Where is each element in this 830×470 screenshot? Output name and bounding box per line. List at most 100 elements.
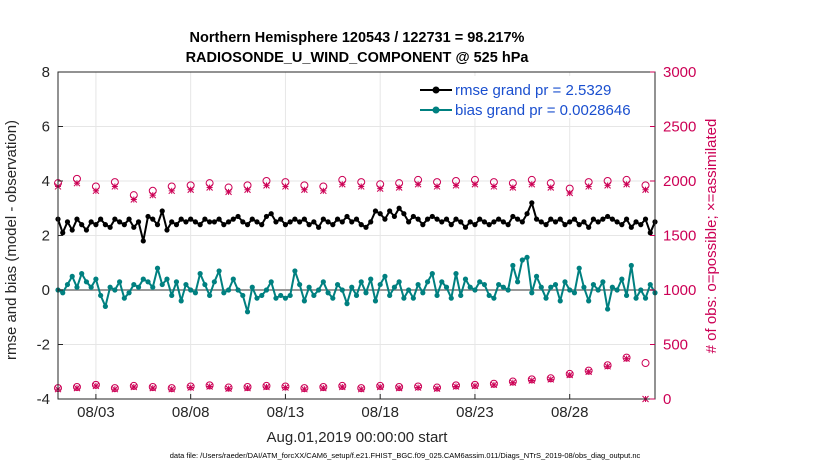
rmse-point bbox=[477, 216, 483, 222]
rmse-point bbox=[391, 213, 398, 220]
rmse-point bbox=[647, 230, 653, 236]
bias-point bbox=[642, 295, 649, 301]
bias-point bbox=[424, 279, 431, 285]
rmse-point bbox=[240, 219, 246, 225]
bias-point bbox=[491, 295, 497, 301]
obs-assimilated-point bbox=[433, 385, 441, 392]
rmse-point bbox=[60, 230, 66, 236]
rmse-point bbox=[268, 211, 274, 217]
bias-point bbox=[263, 287, 270, 293]
bias-point bbox=[358, 279, 364, 285]
rmse-point bbox=[211, 219, 217, 225]
rmse-point bbox=[382, 216, 388, 222]
rmse-point bbox=[74, 216, 80, 222]
rmse-point bbox=[581, 219, 587, 225]
y-tick-label: 6 bbox=[42, 119, 50, 136]
rmse-point bbox=[510, 213, 516, 220]
rmse-point bbox=[112, 216, 118, 222]
y-right-tick-label: 3000 bbox=[663, 64, 696, 81]
bias-point bbox=[567, 287, 573, 293]
bias-point bbox=[325, 290, 331, 296]
rmse-point bbox=[98, 216, 104, 222]
rmse-point bbox=[69, 227, 75, 233]
rmse-point bbox=[102, 222, 108, 228]
rmse-point bbox=[235, 213, 241, 220]
bias-point bbox=[477, 279, 483, 285]
bias-point bbox=[102, 303, 108, 309]
obs-assimilated-point bbox=[319, 187, 327, 195]
legend-marker-rmse bbox=[432, 86, 440, 94]
bias-point bbox=[88, 284, 94, 290]
rmse-point bbox=[301, 216, 307, 222]
obs-assimilated-point bbox=[414, 384, 422, 391]
series-layer bbox=[55, 200, 658, 315]
bias-point bbox=[330, 295, 336, 301]
bias-point bbox=[278, 292, 284, 299]
rmse-point bbox=[590, 216, 597, 222]
bias-point bbox=[633, 295, 639, 301]
rmse-point bbox=[353, 216, 360, 222]
legend-label-rmse: rmse grand pr = 2.5329 bbox=[455, 82, 611, 99]
bias-point bbox=[164, 276, 170, 282]
bias-point bbox=[576, 265, 582, 271]
rmse-point bbox=[287, 219, 293, 225]
rmse-point bbox=[628, 224, 634, 230]
rmse-point bbox=[458, 219, 464, 225]
chart-subtitle: RADIOSONDE_U_WIND_COMPONENT @ 525 hPa bbox=[186, 50, 530, 66]
obs-assimilated-point bbox=[73, 384, 81, 392]
legend-box bbox=[414, 76, 650, 118]
rmse-point bbox=[169, 219, 175, 225]
rmse-point bbox=[311, 219, 317, 225]
obs-layer bbox=[54, 174, 650, 403]
bias-point bbox=[609, 284, 615, 290]
bias-point bbox=[225, 287, 232, 293]
obs-assimilated-point bbox=[528, 377, 536, 384]
rmse-point bbox=[557, 216, 563, 222]
bias-point bbox=[586, 298, 592, 304]
bias-point bbox=[169, 292, 175, 299]
obs-assimilated-point bbox=[566, 189, 574, 197]
bias-point bbox=[202, 281, 208, 288]
obs-assimilated-point bbox=[111, 183, 119, 190]
obs-assimilated-point bbox=[395, 184, 403, 191]
bias-point bbox=[529, 290, 535, 296]
rmse-point bbox=[344, 213, 350, 220]
bias-point bbox=[334, 281, 341, 288]
x-axis: 08/03 08/08 08/13 08/18 08/23 08/28 bbox=[77, 394, 588, 421]
rmse-point bbox=[453, 216, 459, 222]
rmse-point bbox=[595, 219, 601, 225]
obs-assimilated-point bbox=[73, 179, 81, 187]
rmse-point bbox=[249, 216, 255, 222]
rmse-point bbox=[363, 224, 369, 230]
bias-point bbox=[590, 281, 597, 288]
rmse-point bbox=[216, 216, 222, 222]
bias-point bbox=[79, 271, 85, 277]
bias-point bbox=[244, 309, 251, 315]
bias-point bbox=[301, 298, 307, 304]
rmse-point bbox=[500, 219, 506, 225]
obs-assimilated-point bbox=[149, 384, 157, 392]
obs-assimilated-point bbox=[338, 383, 346, 391]
bias-point bbox=[315, 287, 322, 293]
bias-point bbox=[311, 292, 317, 299]
rmse-point bbox=[642, 216, 649, 222]
obs-assimilated-point bbox=[642, 186, 649, 194]
bias-point bbox=[211, 279, 217, 285]
rmse-point bbox=[377, 211, 383, 217]
bias-point bbox=[116, 279, 123, 285]
rmse-point bbox=[439, 219, 445, 225]
bias-point bbox=[93, 276, 99, 282]
rmse-point bbox=[562, 222, 568, 228]
bias-point bbox=[287, 292, 293, 299]
obs-assimilated-point bbox=[585, 183, 593, 190]
bias-point bbox=[401, 295, 407, 301]
bias-point bbox=[154, 265, 161, 271]
bias-point bbox=[377, 281, 383, 288]
y-tick-label: 8 bbox=[42, 64, 50, 81]
rmse-point bbox=[633, 219, 639, 225]
rmse-point bbox=[183, 219, 189, 225]
data-file-footnote: data file: /Users/raeder/DAI/ATM_forcXX/… bbox=[170, 451, 641, 460]
y-right-tick-label: 500 bbox=[663, 337, 688, 354]
rmse-point bbox=[225, 219, 232, 225]
rmse-point bbox=[197, 222, 203, 228]
